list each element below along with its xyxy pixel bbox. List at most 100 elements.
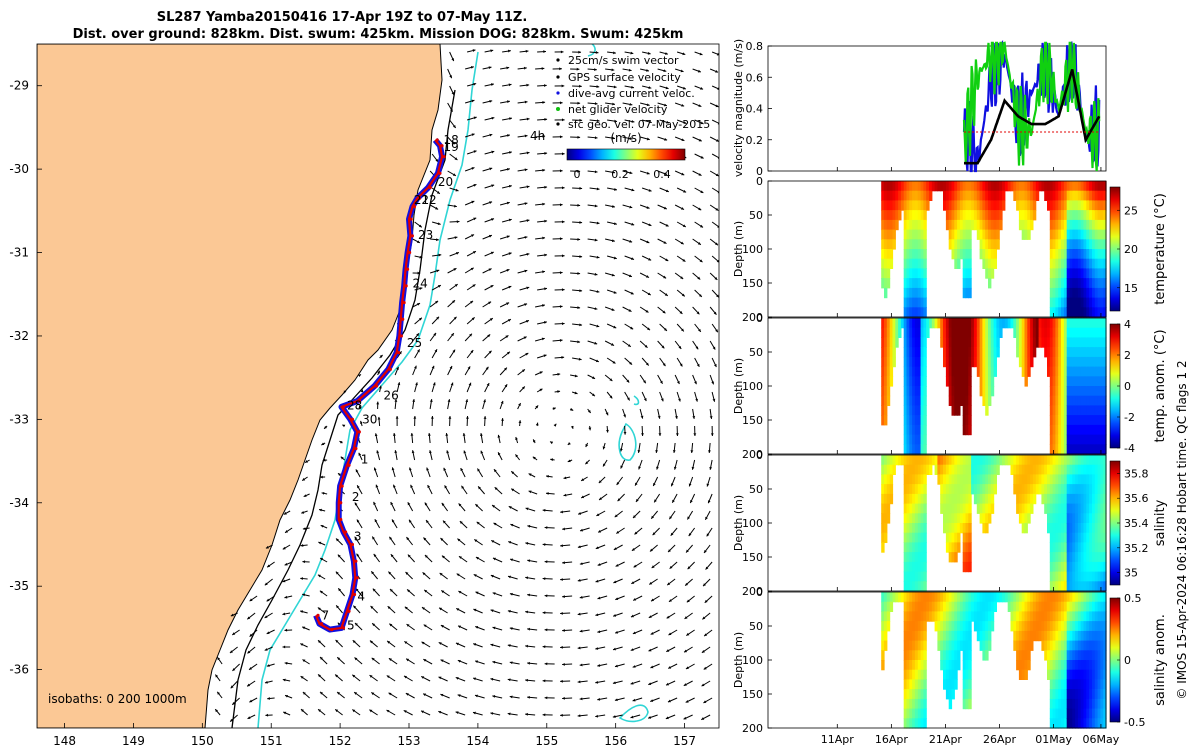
section-cell — [968, 552, 971, 562]
section-cell — [1061, 347, 1064, 357]
depth-tick-label: 100 — [742, 654, 763, 667]
section-cell — [923, 494, 926, 504]
section-cell — [1089, 542, 1092, 552]
section-cell — [968, 679, 971, 689]
map-colorbar-tick-0: 0 — [574, 168, 581, 181]
colorbar-tick-label: 35.6 — [1124, 492, 1149, 505]
section-cell — [887, 465, 890, 475]
section-cell — [890, 474, 893, 484]
section-cell — [952, 689, 955, 699]
depth-ylabel: Depth (m) — [732, 495, 745, 551]
section-cell — [1089, 298, 1092, 308]
section-cell — [923, 435, 926, 445]
depth-ylabel: Depth (m) — [732, 221, 745, 277]
section-cell — [943, 641, 946, 651]
section-cell — [943, 328, 946, 338]
track-point — [339, 501, 342, 504]
colorbar-label: temp. anom. (°C) — [1153, 329, 1168, 442]
section-cell — [1089, 318, 1092, 328]
section-cell — [915, 611, 918, 621]
section-cell — [1061, 200, 1064, 210]
section-cell — [985, 523, 988, 533]
section-cell — [1061, 670, 1064, 680]
section-cell — [1027, 230, 1030, 240]
section-cell — [915, 679, 918, 689]
depth-tick-label: 100 — [742, 517, 763, 530]
section-cell — [923, 581, 926, 591]
section-cell — [1061, 679, 1064, 689]
section-cell — [923, 631, 926, 641]
section-cell — [1002, 181, 1005, 191]
section-cell — [994, 259, 997, 269]
section-cell — [915, 455, 918, 465]
section-cell — [1061, 650, 1064, 660]
lon-tick-label: 154 — [466, 734, 489, 748]
section-cell — [915, 259, 918, 269]
section-cell — [915, 542, 918, 552]
section-cell — [923, 298, 926, 308]
section-cell — [974, 484, 977, 494]
vel-tick-label: 0.4 — [746, 103, 764, 116]
section-cell — [988, 396, 991, 406]
section-cell — [968, 631, 971, 641]
section-cell — [1089, 699, 1092, 709]
track-day-label: 19 — [443, 140, 458, 154]
section-cell — [943, 465, 946, 475]
section-cell — [923, 230, 926, 240]
section-cell — [1027, 367, 1030, 377]
time-tick-label: 06May — [1083, 733, 1120, 746]
colorbar-tick-label: 0 — [1124, 654, 1131, 667]
section-cell — [887, 494, 890, 504]
section-cell — [974, 328, 977, 338]
section-cell — [1033, 455, 1036, 465]
section-cell — [915, 562, 918, 572]
section-cell — [887, 347, 890, 357]
section-cell — [1061, 415, 1064, 425]
isobaths-label: isobaths: 0 200 1000m — [48, 692, 187, 706]
section-cell — [923, 474, 926, 484]
section-cell — [949, 699, 952, 709]
track-point — [344, 530, 347, 533]
vel-tick-label: 0.2 — [746, 134, 764, 147]
track-day-label: 2 — [352, 490, 360, 504]
section-cell — [887, 191, 890, 201]
section-cell — [1033, 474, 1036, 484]
section-cell — [915, 220, 918, 230]
track-day-label: 20 — [438, 175, 453, 189]
section-cell — [943, 191, 946, 201]
section-cell — [943, 592, 946, 602]
section-cell — [887, 396, 890, 406]
section-cell — [923, 484, 926, 494]
section-cell — [923, 572, 926, 582]
section-cell — [1061, 602, 1064, 612]
time-tick-label: 11Apr — [821, 733, 855, 746]
lon-tick-label: 153 — [398, 734, 421, 748]
section-cell — [1061, 660, 1064, 670]
section-cell — [923, 504, 926, 514]
colorbar-tick-label: 25 — [1124, 204, 1138, 217]
section-cell — [887, 278, 890, 288]
section-cell — [923, 660, 926, 670]
section-cell — [915, 552, 918, 562]
section-cell — [923, 376, 926, 386]
section-cell — [887, 602, 890, 612]
section-cell — [1089, 660, 1092, 670]
section-cell — [915, 415, 918, 425]
lon-tick-label: 157 — [673, 734, 696, 748]
track-day-label: 3 — [354, 529, 362, 543]
section-cell — [884, 523, 887, 533]
section-cell — [887, 249, 890, 259]
section-cell — [915, 474, 918, 484]
colorbar-tick-label: 15 — [1124, 282, 1138, 295]
section-cell — [915, 523, 918, 533]
section-cell — [943, 347, 946, 357]
section-cell — [943, 494, 946, 504]
lat-tick-label: -36 — [9, 663, 29, 677]
track-point — [347, 610, 350, 613]
lat-tick-label: -35 — [9, 579, 29, 593]
colorbar-tick-label: 35.8 — [1124, 467, 1149, 480]
section-cell — [887, 376, 890, 386]
section-cell — [957, 405, 960, 415]
track-point — [330, 628, 333, 631]
